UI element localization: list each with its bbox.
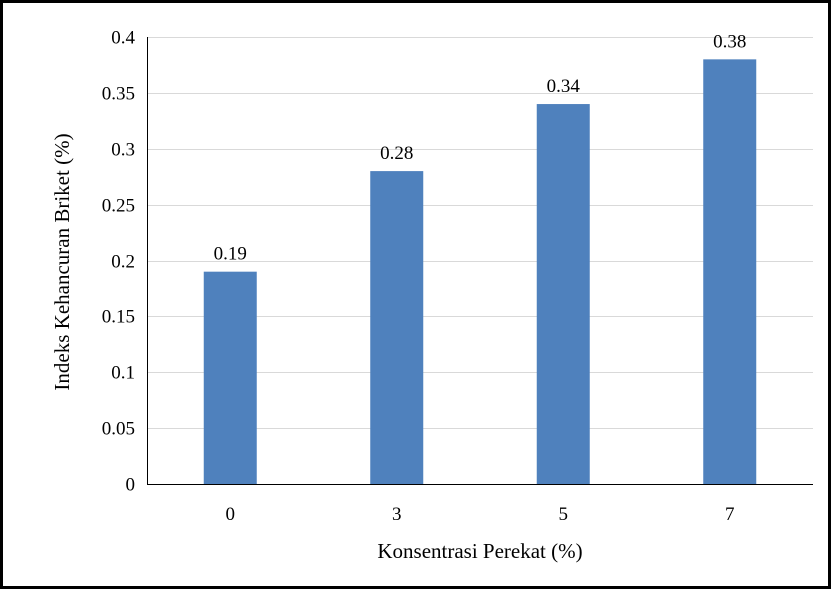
x-tick-label-0: 0: [226, 504, 236, 525]
x-tick-label-7: 7: [725, 504, 735, 525]
bar-0: [203, 271, 257, 484]
y-tick-label: 0.4: [111, 28, 135, 49]
y-tick-label: 0.3: [111, 140, 135, 161]
bar-5: [536, 104, 590, 485]
data-label-7: 0.38: [713, 31, 746, 52]
x-axis-title: Konsentrasi Perekat (%): [377, 539, 582, 563]
bar-7: [703, 59, 757, 484]
y-tick-label: 0.25: [102, 196, 135, 217]
y-tick-label: 0.1: [111, 363, 135, 384]
y-tick-label: 0.15: [102, 307, 135, 328]
y-axis-title: Indeks Kehancuran Briket (%): [50, 133, 74, 390]
data-label-5: 0.34: [547, 76, 581, 97]
data-labels: 0.19 0.28 0.34 0.38: [214, 31, 747, 264]
y-tick-label: 0.2: [111, 252, 135, 273]
bars: [203, 59, 757, 485]
gridlines: [147, 37, 813, 429]
y-tick-label: 0.05: [102, 419, 135, 440]
axes: 0 0.05 0.1 0.15 0.2 0.25 0.3 0.35 0.4 0 3 5 7: [102, 28, 813, 525]
y-tick-label: 0.35: [102, 84, 135, 105]
x-tick-label-5: 5: [559, 504, 569, 525]
x-tick-label-3: 3: [392, 504, 402, 525]
data-label-0: 0.19: [214, 244, 247, 265]
data-label-3: 0.28: [380, 143, 413, 164]
bar-3: [370, 171, 424, 484]
y-tick-label: 0: [126, 475, 136, 496]
